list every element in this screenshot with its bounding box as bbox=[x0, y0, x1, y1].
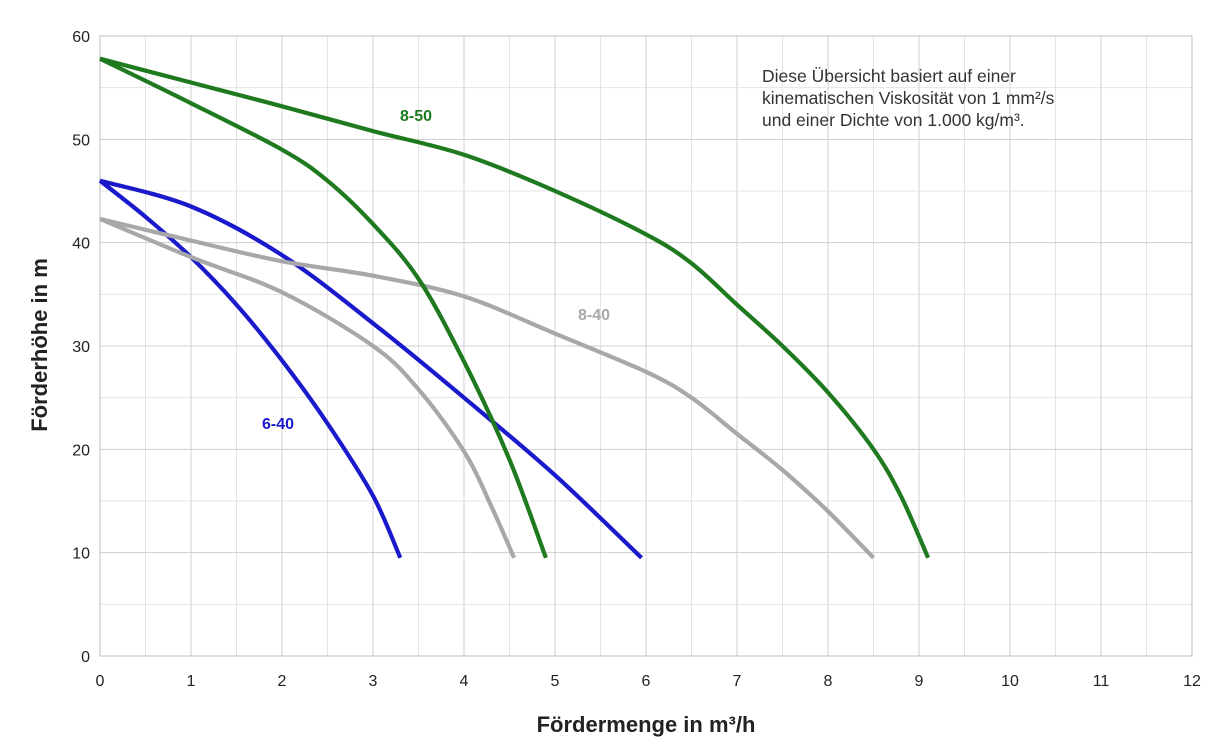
x-tick-label: 9 bbox=[915, 673, 924, 690]
y-tick-label: 10 bbox=[72, 546, 90, 563]
y-tick-label: 40 bbox=[72, 236, 90, 253]
y-tick-label: 20 bbox=[72, 442, 90, 459]
series-label-6-40: 6-40 bbox=[262, 416, 294, 433]
series-curve-unlabeled-1 bbox=[99, 178, 643, 560]
note-line-3: und einer Dichte von 1.000 kg/m³. bbox=[762, 110, 1025, 130]
y-tick-label: 0 bbox=[81, 649, 90, 666]
series-curve-6-40 bbox=[98, 179, 403, 559]
x-tick-label: 4 bbox=[460, 673, 469, 690]
x-tick-label: 0 bbox=[96, 673, 105, 690]
grid bbox=[99, 35, 1193, 657]
x-tick-label: 10 bbox=[1001, 673, 1019, 690]
note-line-2: kinematischen Viskosität von 1 mm²/s bbox=[762, 88, 1055, 108]
x-tick-label: 8 bbox=[824, 673, 833, 690]
x-tick-label: 6 bbox=[642, 673, 651, 690]
y-tick-label: 30 bbox=[72, 339, 90, 356]
x-tick-label: 2 bbox=[278, 673, 287, 690]
note-line-1: Diese Übersicht basiert auf einer bbox=[762, 66, 1016, 86]
series-curve-unlabeled-2 bbox=[99, 216, 516, 559]
x-tick-label: 7 bbox=[733, 673, 742, 690]
y-axis-title: Förderhöhe in m bbox=[27, 258, 52, 432]
y-tick-label: 50 bbox=[72, 132, 90, 149]
y-tick-label: 60 bbox=[72, 29, 90, 46]
series-curve-unlabeled-4 bbox=[99, 56, 548, 559]
series-label-8-40: 8-40 bbox=[578, 307, 610, 324]
x-tick-label: 5 bbox=[551, 673, 560, 690]
plot-frame bbox=[99, 35, 1193, 657]
x-axis-title: Fördermenge in m³/h bbox=[537, 712, 756, 737]
x-tick-label: 1 bbox=[187, 673, 196, 690]
curves bbox=[98, 56, 931, 560]
x-tick-label: 3 bbox=[369, 673, 378, 690]
note-box: Diese Übersicht basiert auf einer kinema… bbox=[762, 66, 1055, 130]
series-label-8-50: 8-50 bbox=[400, 108, 432, 125]
x-tick-label: 11 bbox=[1093, 673, 1110, 690]
x-tick-label: 12 bbox=[1183, 673, 1201, 690]
series-curve-8-50 bbox=[99, 56, 931, 559]
series-curve-8-40 bbox=[99, 216, 875, 560]
